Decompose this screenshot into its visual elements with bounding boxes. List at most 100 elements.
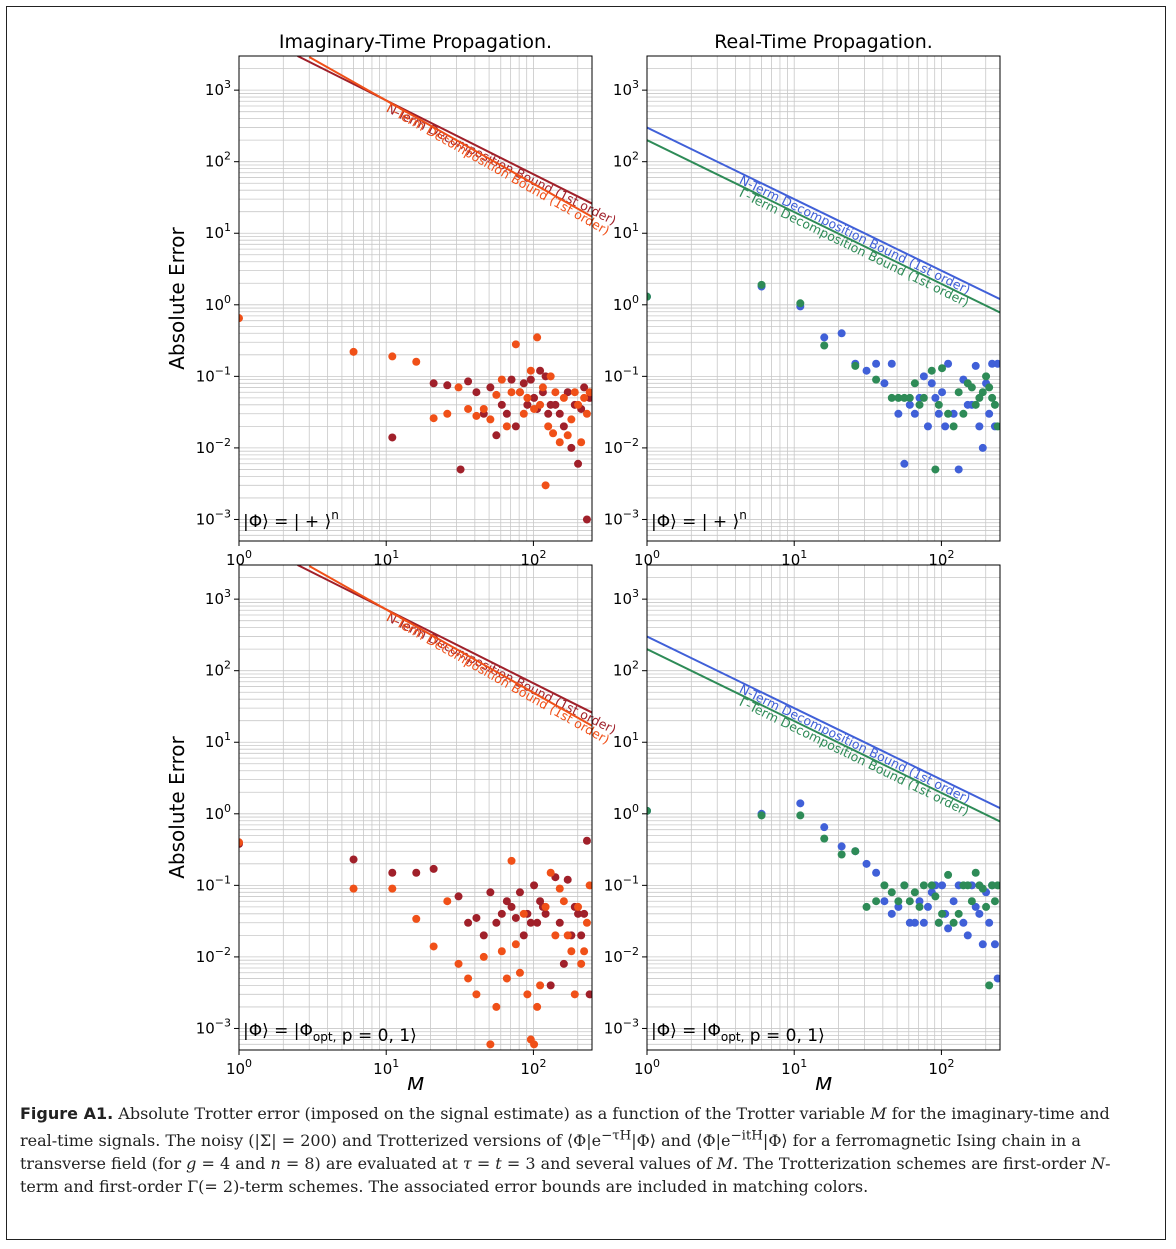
data-point [919, 881, 928, 890]
data-point [497, 909, 506, 918]
data-point [479, 952, 488, 961]
data-point [582, 409, 591, 418]
x-tick-label: 101 [781, 1057, 807, 1078]
data-point [507, 388, 516, 397]
figure-canvas: N-Term Decomposition Bound (1st order)Γ-… [165, 31, 1001, 1090]
y-tick-label: 102 [613, 150, 639, 171]
data-point [533, 333, 542, 342]
data-point [915, 902, 924, 911]
data-point [502, 409, 511, 418]
data-point [934, 400, 943, 409]
state-annotation: |Φ⟩ = | + ⟩n [651, 508, 747, 532]
data-point [949, 897, 958, 906]
data-point [497, 375, 506, 384]
data-point [492, 918, 501, 927]
data-point [546, 868, 555, 877]
bound-label: N-Term Decomposition Bound (1st order) [737, 172, 973, 297]
data-point [993, 422, 1000, 431]
data-point [923, 422, 932, 431]
data-point [938, 909, 947, 918]
data-point [580, 383, 589, 392]
data-point [454, 383, 463, 392]
data-point [412, 914, 421, 923]
data-point [910, 379, 919, 388]
data-point [872, 375, 881, 384]
data-point [985, 383, 994, 392]
data-point [978, 884, 987, 893]
data-point [580, 393, 589, 402]
bound-line [647, 648, 1000, 823]
data-point [429, 864, 438, 873]
y-tick-label: 103 [205, 587, 231, 608]
data-point [820, 834, 829, 843]
data-point [927, 366, 936, 375]
data-point [887, 888, 896, 897]
data-point [454, 959, 463, 968]
x-tick-label: 101 [373, 1057, 399, 1078]
y-tick-label: 10−3 [196, 1016, 231, 1037]
data-point [388, 352, 397, 361]
data-point [880, 881, 889, 890]
y-tick-label: 10−2 [196, 945, 231, 966]
data-point [971, 400, 980, 409]
data-point [938, 364, 947, 373]
series-points [647, 806, 1000, 990]
data-point [574, 400, 583, 409]
data-point [757, 280, 766, 289]
data-point [239, 838, 243, 847]
data-point [894, 409, 903, 418]
data-point [923, 902, 932, 911]
data-point [507, 375, 516, 384]
data-point [544, 422, 553, 431]
data-point [971, 361, 980, 370]
data-point [567, 415, 576, 424]
data-point [647, 806, 651, 815]
data-point [880, 897, 889, 906]
state-annotation: |Φ⟩ = |Φopt, p = 0, 1⟩ [651, 1021, 825, 1046]
data-point [574, 459, 583, 468]
x-tick-label: 100 [226, 1057, 252, 1078]
data-point [541, 909, 550, 918]
data-point [993, 881, 1000, 890]
data-point [967, 383, 976, 392]
data-point [486, 415, 495, 424]
data-point [349, 855, 358, 864]
bound-label: N-Term Decomposition Bound (1st order) [737, 681, 973, 806]
data-point [464, 404, 473, 413]
figure-frame [6, 6, 1166, 1240]
data-point [985, 918, 994, 927]
data-point [915, 897, 924, 906]
data-point [555, 918, 564, 927]
data-point [872, 868, 881, 877]
x-tick-label: 102 [928, 1057, 954, 1078]
data-point [464, 974, 473, 983]
data-point [486, 1040, 495, 1049]
data-point [502, 974, 511, 983]
data-point [919, 372, 928, 381]
data-point [567, 947, 576, 956]
data-point [931, 393, 940, 402]
y-tick-label: 100 [205, 293, 231, 314]
bound-label: Γ-Term Decomposition Bound (1st order) [737, 694, 972, 819]
data-point [944, 870, 953, 879]
data-point [990, 400, 999, 409]
y-tick-label: 10−3 [196, 507, 231, 528]
data-point [820, 333, 829, 342]
chart-title: Real-Time Propagation. [714, 31, 933, 53]
data-point [526, 375, 535, 384]
data-point [549, 429, 558, 438]
data-point [507, 856, 516, 865]
data-point [530, 404, 539, 413]
data-point [546, 372, 555, 381]
data-point [582, 515, 591, 524]
data-point [456, 465, 465, 474]
data-point [862, 902, 871, 911]
data-point [941, 422, 950, 431]
data-point [959, 409, 968, 418]
data-point [887, 359, 896, 368]
data-point [515, 888, 524, 897]
data-point [585, 388, 592, 397]
data-point [796, 799, 805, 808]
series-points [647, 799, 1000, 983]
data-point [536, 400, 545, 409]
